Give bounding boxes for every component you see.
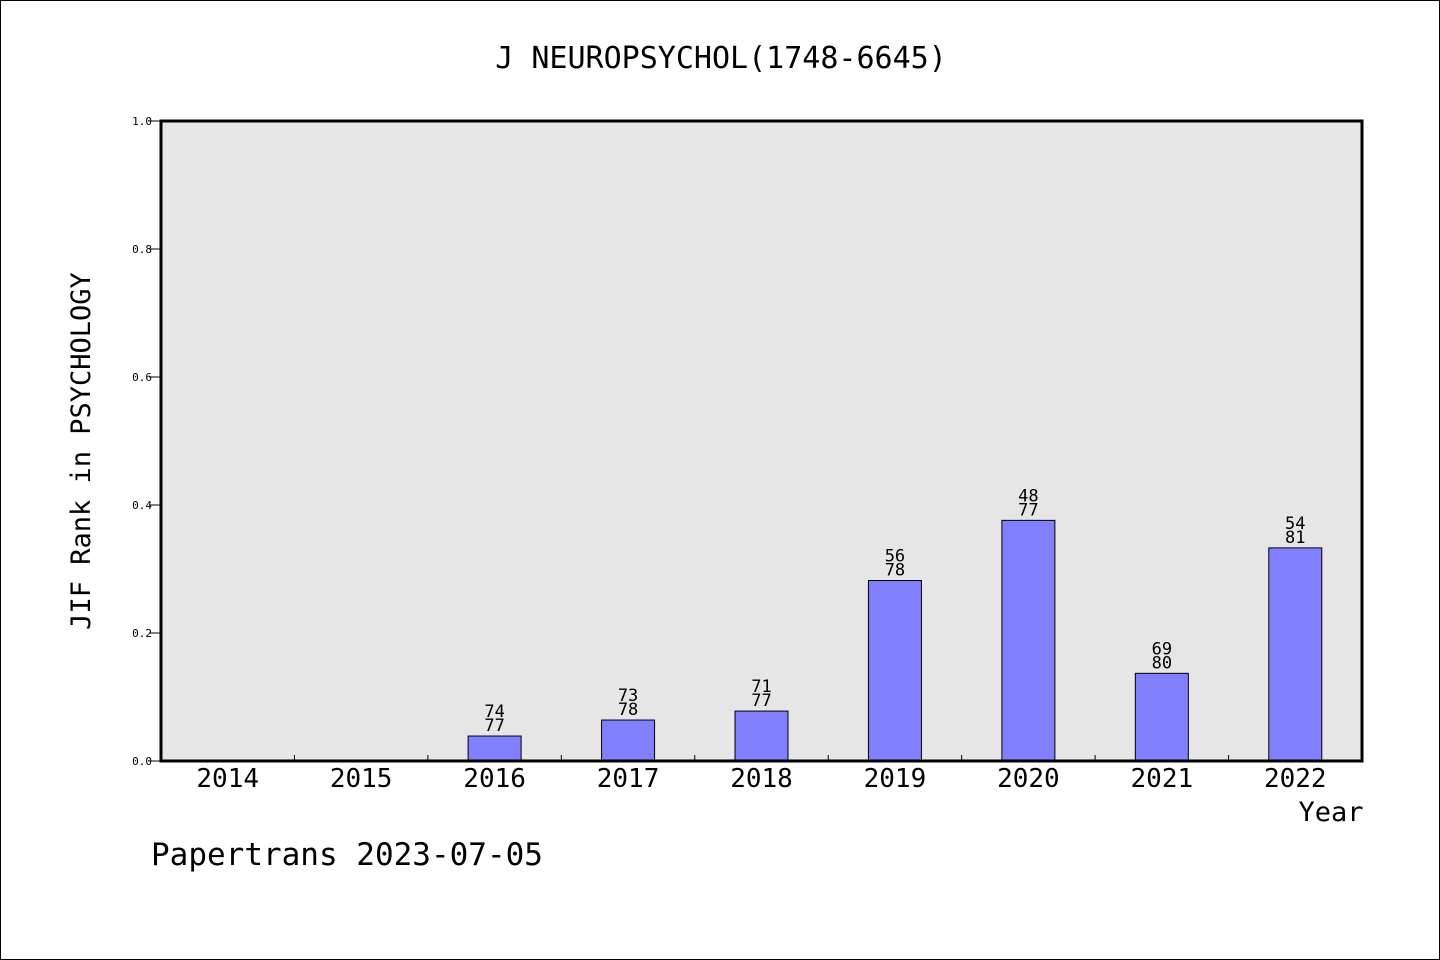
x-axis-title: Year xyxy=(1298,797,1363,828)
x-tick-label: 2017 xyxy=(597,764,660,794)
bar-2018 xyxy=(734,710,789,762)
plot-area xyxy=(161,121,1362,761)
bar-2020 xyxy=(1001,519,1056,762)
bar-2019 xyxy=(867,580,922,762)
bar-label-total: 80 xyxy=(1152,653,1172,673)
x-tick-label: 2015 xyxy=(330,764,393,794)
bar-label-rank: 56 xyxy=(885,547,905,567)
plot-border xyxy=(159,119,1364,763)
y-tick-label: 0.6 xyxy=(132,371,152,384)
x-tick-label: 2014 xyxy=(196,764,259,794)
bar-2021 xyxy=(1134,672,1189,762)
bar-label-total: 78 xyxy=(618,700,638,720)
bar-label-rank: 71 xyxy=(751,677,771,697)
bar-label-rank: 73 xyxy=(618,686,638,706)
bar-label-rank: 48 xyxy=(1018,486,1038,506)
y-tick-label: 1.0 xyxy=(132,115,152,128)
bar-label-total: 78 xyxy=(885,561,905,581)
bar-2016 xyxy=(467,735,522,762)
y-tick-label: 0.8 xyxy=(132,243,152,256)
footer-watermark: Papertrans 2023-07-05 xyxy=(151,837,543,873)
y-axis-title: JIF Rank in PSYCHOLOGY xyxy=(66,272,97,630)
bar-label-rank: 54 xyxy=(1285,514,1305,534)
x-tick-label: 2016 xyxy=(463,764,526,794)
bar-label-rank: 69 xyxy=(1152,639,1172,659)
bar-label-total: 77 xyxy=(751,691,771,711)
y-tick-label: 0.2 xyxy=(132,627,152,640)
bar-label-total: 77 xyxy=(1018,500,1038,520)
x-tick-label: 2018 xyxy=(730,764,793,794)
bar-2017 xyxy=(601,719,656,762)
axis-ticks: 0.0 0.2 0.4 0.6 0.8 1.0 2014 2015 2016 2017 2018 20… xyxy=(132,115,1326,794)
y-tick-label: 0.0 xyxy=(132,755,152,768)
x-tick-label: 2019 xyxy=(864,764,927,794)
bar-label-total: 81 xyxy=(1285,528,1305,548)
x-tick-label: 2020 xyxy=(997,764,1060,794)
x-tick-label: 2021 xyxy=(1131,764,1194,794)
y-tick-label: 0.4 xyxy=(132,499,152,512)
x-tick-label: 2022 xyxy=(1264,764,1327,794)
chart-title: J NEUROPSYCHOL(1748-6645) xyxy=(495,41,947,76)
bar-2022 xyxy=(1268,547,1323,762)
bar-label-rank: 74 xyxy=(484,702,504,722)
bar-label-total: 77 xyxy=(484,716,504,736)
